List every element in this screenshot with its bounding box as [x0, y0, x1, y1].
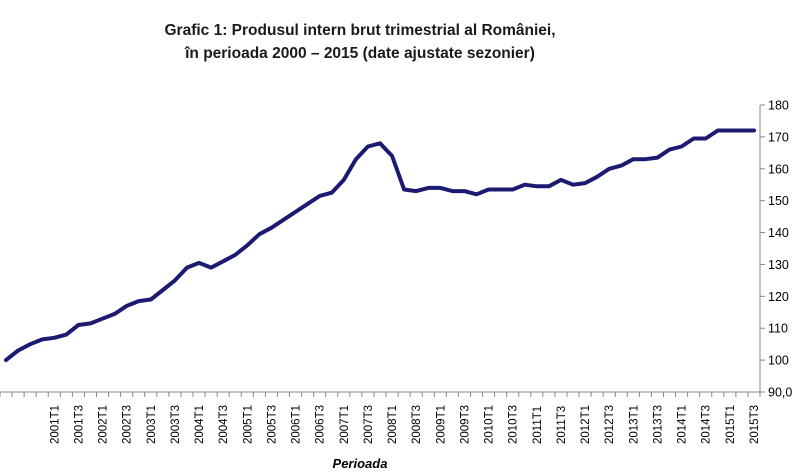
y-tick-label: 130 — [768, 258, 789, 272]
x-tick-label: 2014T1 — [677, 405, 689, 444]
x-tick-label: 2012T1 — [580, 405, 592, 444]
x-tick-label: 2014T3 — [701, 405, 713, 444]
x-tick-label: 2012T3 — [604, 405, 616, 444]
series-line — [4, 128, 756, 363]
x-tick-label: 2005T1 — [242, 405, 254, 444]
x-tick-label: 2010T3 — [508, 405, 520, 444]
x-tick-label: 2001T3 — [73, 405, 85, 444]
y-tick-label: 120 — [768, 290, 789, 304]
x-tick-label: 2007T1 — [339, 405, 351, 444]
x-tick-label: 2015T3 — [749, 405, 761, 444]
x-tick-label: 2015T1 — [725, 405, 737, 444]
y-tick-label: 90,0 — [768, 386, 792, 400]
x-tick-label: 2007T3 — [363, 405, 375, 444]
x-tick-label: 2006T1 — [291, 405, 303, 444]
x-tick-label: 2011T3 — [556, 406, 568, 444]
chart-title: Grafic 1: Produsul intern brut trimestri… — [164, 22, 556, 39]
x-tick-label: 2006T3 — [315, 405, 327, 444]
x-tick-label: 2005T3 — [266, 405, 278, 444]
x-tick-label: 2003T3 — [170, 405, 182, 444]
x-tick-label: 2004T1 — [194, 405, 206, 444]
x-tick-label: 2009T3 — [459, 405, 471, 444]
x-axis-label: Perioada — [332, 456, 388, 471]
y-tick-label: 150 — [768, 194, 789, 208]
x-tick-label: 2003T1 — [146, 405, 158, 444]
y-tick-label: 110 — [768, 322, 788, 336]
y-tick-label: 160 — [768, 162, 789, 176]
x-tick-label: 2013T1 — [628, 405, 640, 444]
x-tick-label: 2008T3 — [411, 405, 423, 444]
x-tick-label: 2010T1 — [484, 405, 496, 444]
chart-subtitle: în perioada 2000 – 2015 (date ajustate s… — [185, 45, 535, 62]
x-axis-ticks: 2001T1 2001T3 2002T1 2002T3 2003T1 2003T3 2004… — [0, 392, 761, 444]
x-tick-label: 2002T3 — [122, 405, 134, 444]
chart-axes — [0, 105, 761, 393]
y-tick-label: 100 — [768, 354, 789, 368]
x-tick-label: 2008T1 — [387, 405, 399, 444]
y-tick-label: 140 — [768, 226, 789, 240]
x-tick-label: 2009T1 — [435, 405, 447, 444]
x-tick-label: 2011T1 — [532, 406, 544, 444]
x-tick-label: 2004T3 — [218, 405, 230, 444]
x-tick-label: 2001T1 — [49, 405, 61, 444]
y-tick-label: 170 — [768, 130, 789, 144]
x-tick-label: 2002T1 — [98, 405, 110, 444]
y-tick-label: 180 — [768, 99, 789, 113]
y-axis-ticks: 90,0 100 110 120 130 140 150 160 170 180 — [760, 99, 792, 400]
x-tick-label: 2013T3 — [652, 405, 664, 444]
